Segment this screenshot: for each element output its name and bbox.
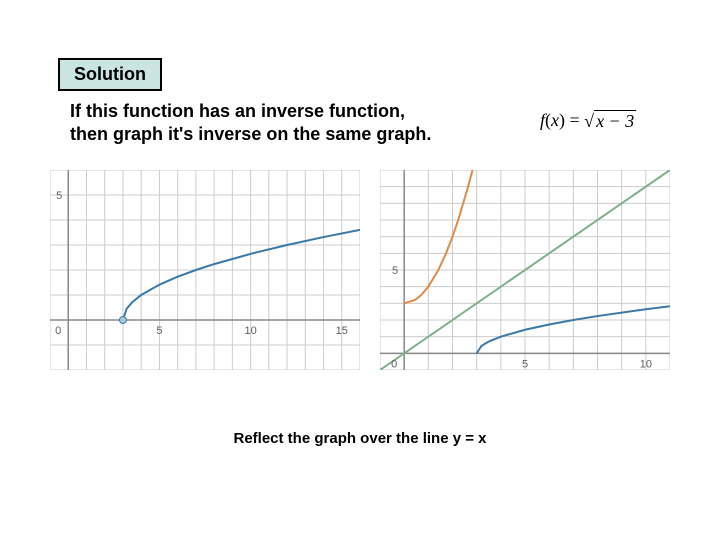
prompt-line1: If this function has an inverse function… [70,101,405,121]
chart-right: 0 5 10 5 [380,170,670,375]
chart-row: 0 5 10 15 5 0 5 10 5 [50,170,670,375]
svg-text:5: 5 [392,265,398,277]
svg-text:0: 0 [391,358,397,370]
solution-header: Solution [58,58,162,91]
formula-x: x [551,110,559,130]
svg-text:10: 10 [244,325,256,337]
formula: f(x) = √x − 3 [540,110,636,132]
svg-text:5: 5 [156,325,162,337]
svg-text:10: 10 [640,358,652,370]
prompt-line2: then graph it's inverse on the same grap… [70,124,431,144]
svg-text:0: 0 [55,325,61,337]
formula-eq: = [565,110,584,130]
formula-sqrt: √x − 3 [584,111,636,132]
formula-sqrt-arg: x − 3 [594,110,636,131]
svg-text:5: 5 [56,190,62,202]
caption: Reflect the graph over the line y = x [0,430,720,447]
svg-text:15: 15 [336,325,348,337]
svg-text:5: 5 [522,358,528,370]
prompt-text: If this function has an inverse function… [70,100,500,147]
chart-left: 0 5 10 15 5 [50,170,360,375]
